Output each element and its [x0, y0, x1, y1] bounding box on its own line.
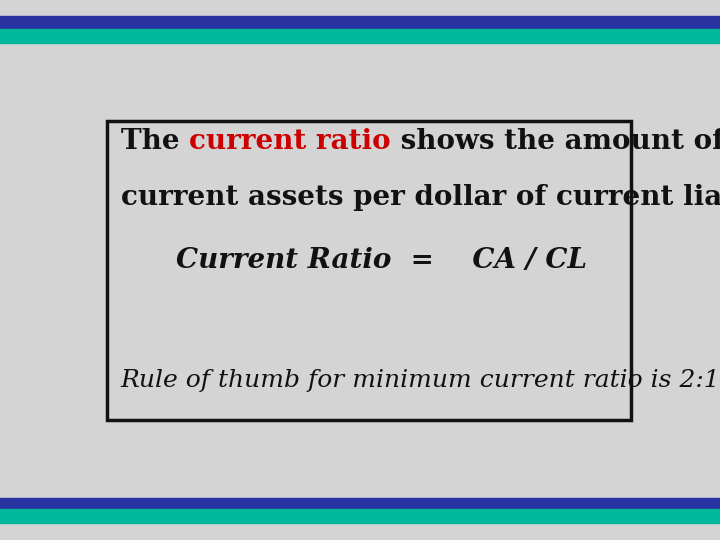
Text: Current Ratio  =    CA / CL: Current Ratio = CA / CL [176, 247, 588, 274]
Text: current assets per dollar of current liabilities.: current assets per dollar of current lia… [121, 184, 720, 211]
FancyBboxPatch shape [107, 121, 631, 420]
Text: shows the amount of: shows the amount of [390, 128, 720, 155]
Text: current ratio: current ratio [189, 128, 390, 155]
Text: The: The [121, 128, 189, 155]
Text: Rule of thumb for minimum current ratio is 2:1: Rule of thumb for minimum current ratio … [121, 369, 720, 392]
